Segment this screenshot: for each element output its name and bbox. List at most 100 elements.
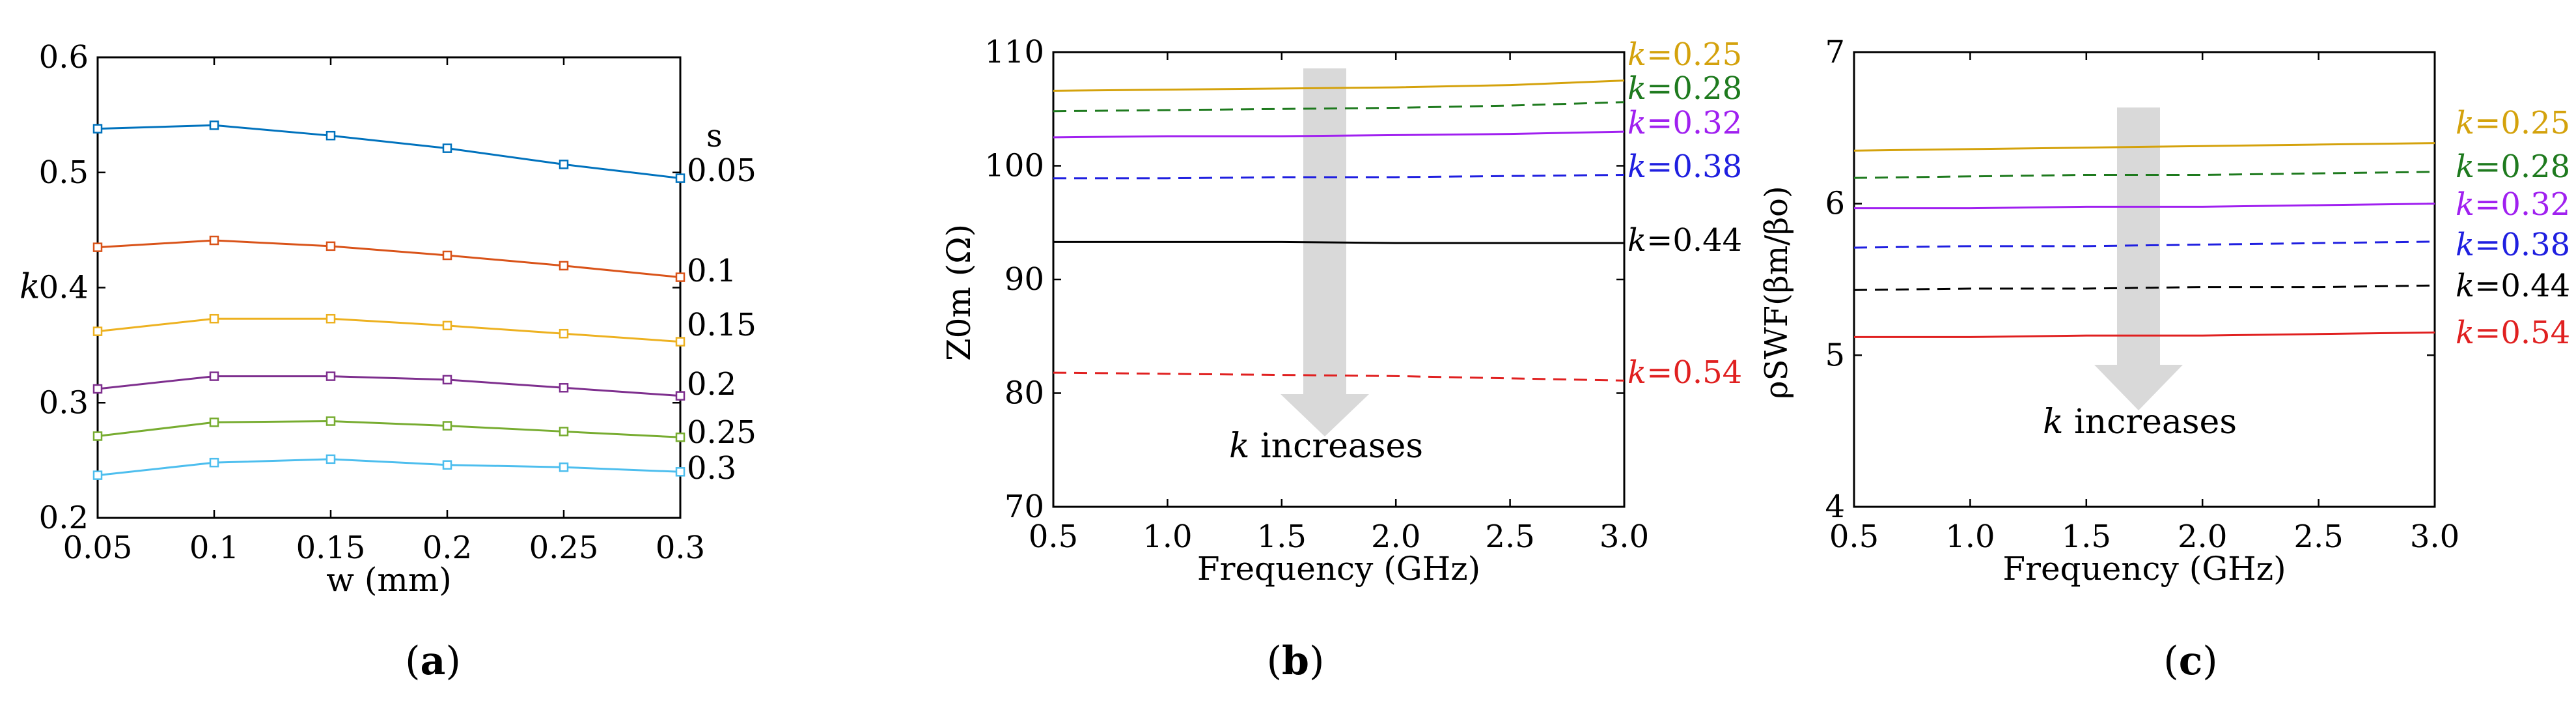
panel-a: 0.05 0.1 0.15 0.2 0.25 0.30.20.30.40.50.6w (m…: [20, 39, 756, 684]
k-increases-arrow: [1281, 68, 1369, 436]
x-tick-label: 2.0: [1371, 519, 1420, 555]
x-axis-label: Frequency (GHz): [1197, 550, 1480, 588]
data-marker: [325, 371, 336, 381]
series-label: k=0.38: [2456, 227, 2570, 263]
series-line: [1053, 130, 1625, 139]
x-tick-label: 0.2: [422, 530, 472, 566]
data-marker: [675, 433, 686, 442]
x-tick-label: 3.0: [2410, 519, 2459, 555]
series-label-s: 0.3: [687, 450, 736, 487]
x-tick-label: 1.5: [2062, 519, 2111, 555]
x-tick-label: 1.5: [1257, 519, 1307, 555]
series-line: [1853, 171, 2435, 179]
x-tick-label: 0.3: [656, 530, 705, 566]
x-tick-label: 0.5: [1829, 519, 1879, 555]
data-marker: [442, 250, 452, 261]
data-marker: [442, 375, 452, 385]
series-line: [1853, 284, 2435, 291]
legend-title-s: s: [706, 118, 723, 154]
x-tick-label: 0.5: [1029, 519, 1078, 555]
x-tick-label: 3.0: [1600, 519, 1649, 555]
series-label: k=0.32: [1627, 105, 1742, 141]
data-marker: [559, 328, 569, 339]
series-line-s-0.25: [97, 420, 681, 438]
data-marker: [92, 431, 103, 441]
y-tick-label: 0.2: [39, 500, 89, 536]
series-label: k=0.38: [1627, 149, 1742, 185]
data-marker: [325, 241, 336, 251]
series-line-s-0.15: [97, 317, 681, 343]
data-marker: [209, 457, 219, 468]
series-label: k=0.25: [2456, 105, 2570, 141]
series-label: k=0.32: [2456, 186, 2570, 223]
data-marker: [442, 143, 452, 153]
y-axis-label: Z0m (Ω): [940, 224, 978, 361]
panel-caption: (a): [405, 638, 461, 684]
data-marker: [92, 242, 103, 252]
panel-caption: (b): [1267, 638, 1325, 684]
data-marker: [92, 470, 103, 480]
y-tick-label: 0.5: [39, 154, 89, 191]
data-marker: [442, 421, 452, 431]
series-line: [1053, 173, 1625, 180]
series-line: [1053, 371, 1625, 382]
annotation-k-increases: k increases: [1229, 427, 1423, 466]
series-label: k=0.54: [2456, 315, 2570, 351]
y-tick-label: 110: [984, 34, 1044, 70]
y-tick-label: 90: [1004, 261, 1044, 298]
data-marker: [559, 462, 569, 472]
series-line: [1854, 331, 2435, 338]
x-axis-label: w (mm): [326, 561, 452, 599]
data-marker: [209, 121, 219, 130]
series-line-s-0.3: [97, 458, 681, 477]
x-tick-label: 0.25: [529, 530, 599, 566]
series-label: k=0.54: [1627, 354, 1742, 391]
panel-b: 0.5 1.0 1.5 2.0 2.5 3.0 70 80 90 100 110 Frequency …: [940, 34, 1742, 684]
arrow-head: [1281, 394, 1369, 436]
y-tick-label: 0.3: [39, 384, 89, 421]
panel-caption: (c): [2163, 638, 2217, 684]
data-marker: [325, 416, 336, 426]
series-label-s: 0.2: [687, 366, 736, 403]
data-marker: [559, 427, 569, 436]
series-line: [1853, 142, 2435, 152]
data-marker: [442, 460, 452, 470]
series-line: [1854, 203, 2435, 210]
x-tick-label: 2.0: [2178, 519, 2227, 555]
series-line-s-0.05: [97, 124, 681, 180]
data-marker: [209, 313, 219, 324]
data-marker: [559, 383, 569, 393]
y-tick-label: 4: [1825, 489, 1845, 525]
plot-frame: [1853, 51, 2436, 508]
data-marker: [442, 320, 452, 331]
series-line-s-0.2: [97, 375, 681, 397]
data-marker: [209, 235, 219, 246]
k-increases-arrow: [2094, 107, 2183, 410]
series-label-s: 0.25: [687, 414, 756, 451]
data-marker: [92, 124, 103, 134]
data-marker: [325, 313, 336, 324]
y-tick-label: 70: [1004, 489, 1044, 525]
panel-c: 0.5 1.0 1.5 2.0 2.5 3.0 4 5 6 7 Frequency (GHz) ρSW…: [1758, 34, 2570, 684]
series-label-s: 0.15: [687, 307, 756, 343]
data-marker: [209, 371, 219, 381]
series-line: [1053, 240, 1624, 244]
series-label: k=0.25: [1627, 36, 1742, 73]
data-marker: [675, 173, 686, 183]
data-marker: [675, 337, 686, 347]
x-tick-label: 2.5: [2293, 519, 2343, 555]
arrow-shaft: [1303, 68, 1346, 394]
series-line: [1053, 79, 1625, 92]
data-marker: [92, 384, 103, 394]
series-label-s: 0.05: [687, 152, 756, 189]
data-marker: [92, 326, 103, 336]
series-label: k=0.44: [2456, 268, 2570, 304]
data-marker: [559, 160, 569, 169]
x-tick-label: 0.15: [296, 530, 366, 566]
x-tick-label: 1.0: [1143, 519, 1192, 555]
y-tick-label: 0.6: [39, 39, 89, 76]
y-tick-label: 6: [1825, 186, 1845, 222]
data-marker: [325, 130, 336, 141]
series-line: [1853, 240, 2435, 249]
